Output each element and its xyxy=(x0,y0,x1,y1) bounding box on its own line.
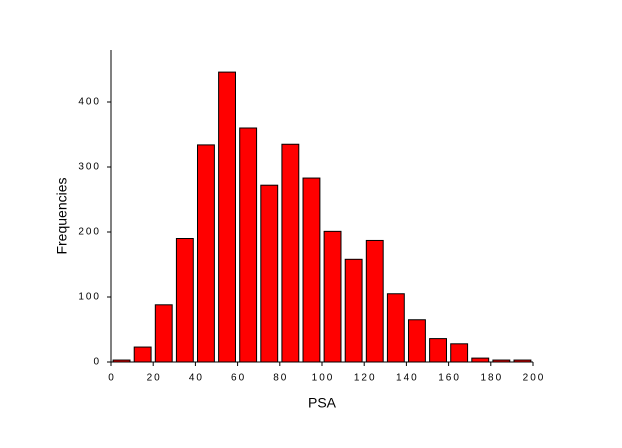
y-tick-label: 400 xyxy=(78,97,101,108)
bar xyxy=(408,319,426,363)
y-tick-label: 100 xyxy=(78,292,101,303)
x-tick-label: 180 xyxy=(480,373,503,384)
x-tick-label: 200 xyxy=(523,373,546,384)
x-tick-label: 120 xyxy=(354,373,377,384)
bar xyxy=(197,144,215,363)
x-tick-label: 140 xyxy=(396,373,419,384)
y-tick-label: 300 xyxy=(78,162,101,173)
y-axis-label: Frequencies xyxy=(54,177,70,254)
bar xyxy=(302,177,321,363)
x-axis-label: PSA xyxy=(308,395,337,411)
y-tick-label: 200 xyxy=(78,227,101,238)
x-tick-label: 0 xyxy=(108,373,116,384)
bar xyxy=(175,238,194,363)
x-tick-label: 20 xyxy=(147,373,162,384)
bar xyxy=(239,127,258,363)
x-tick-label: 100 xyxy=(312,373,335,384)
bar xyxy=(471,357,490,363)
x-tick-label: 60 xyxy=(231,373,246,384)
bar xyxy=(323,230,342,363)
bar xyxy=(260,184,279,363)
bar xyxy=(450,343,469,363)
bar xyxy=(154,304,173,363)
bar xyxy=(386,293,405,363)
x-tick-label: 40 xyxy=(189,373,204,384)
bar xyxy=(218,71,236,363)
x-tick-label: 80 xyxy=(273,373,288,384)
x-tick-label: 160 xyxy=(438,373,461,384)
bar xyxy=(133,346,152,363)
y-tick-label: 0 xyxy=(93,357,101,368)
bar xyxy=(429,338,447,363)
bar xyxy=(365,239,384,363)
bar xyxy=(281,143,300,363)
bar xyxy=(344,258,363,363)
